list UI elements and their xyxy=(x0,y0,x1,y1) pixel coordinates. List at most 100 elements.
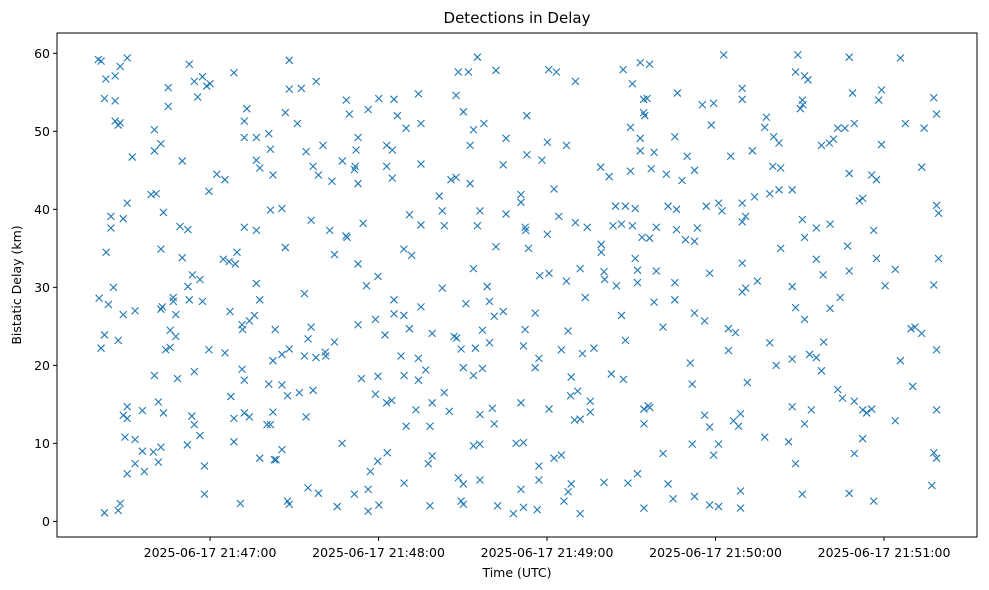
data-point xyxy=(240,376,249,385)
data-point xyxy=(242,104,251,113)
data-point xyxy=(768,162,777,171)
data-point xyxy=(452,334,461,342)
data-point xyxy=(819,338,828,346)
data-point xyxy=(102,248,111,257)
data-point xyxy=(350,165,359,174)
data-point xyxy=(748,146,757,155)
data-point xyxy=(225,257,234,266)
data-point xyxy=(907,324,915,333)
data-point xyxy=(374,372,382,381)
data-point xyxy=(934,209,943,218)
data-point xyxy=(693,224,702,232)
data-point xyxy=(95,294,104,303)
data-point xyxy=(670,132,679,141)
data-point xyxy=(920,124,929,133)
data-point xyxy=(502,210,510,218)
data-point xyxy=(573,387,582,395)
data-point xyxy=(236,499,245,508)
data-point xyxy=(612,281,621,290)
data-point xyxy=(597,240,606,249)
data-point xyxy=(736,409,745,418)
data-point xyxy=(872,254,881,263)
x-tick-label: 2025-06-17 21:48:00 xyxy=(312,545,445,560)
data-point xyxy=(402,124,410,133)
data-point xyxy=(116,499,125,508)
data-point xyxy=(107,224,115,232)
data-point xyxy=(226,307,234,316)
data-point xyxy=(791,459,800,468)
y-tick-label: 0 xyxy=(42,514,50,529)
data-point xyxy=(600,275,609,284)
data-point xyxy=(850,397,859,406)
data-point xyxy=(545,269,553,278)
data-point xyxy=(517,198,525,207)
data-point xyxy=(357,374,366,383)
data-point xyxy=(775,185,783,194)
data-point xyxy=(402,422,410,431)
data-point xyxy=(567,373,576,381)
data-point xyxy=(414,89,423,98)
data-point xyxy=(397,352,405,360)
data-point xyxy=(196,275,204,284)
data-point xyxy=(550,185,558,193)
data-point xyxy=(438,206,447,215)
data-point xyxy=(400,371,408,380)
data-point xyxy=(230,437,238,446)
data-point xyxy=(833,124,842,133)
data-point xyxy=(269,171,277,179)
data-point xyxy=(804,75,812,84)
data-point xyxy=(202,82,211,90)
data-point xyxy=(123,54,132,62)
data-point xyxy=(390,309,398,318)
data-point xyxy=(111,96,120,105)
data-point xyxy=(445,407,454,416)
data-point xyxy=(266,420,275,429)
data-point xyxy=(226,392,235,401)
data-point xyxy=(364,485,373,494)
data-point xyxy=(690,492,699,501)
data-point xyxy=(371,390,380,399)
data-point xyxy=(200,462,209,470)
data-point xyxy=(533,505,542,514)
data-point xyxy=(473,221,482,230)
data-point xyxy=(309,386,318,395)
data-point xyxy=(845,53,854,62)
data-point xyxy=(896,356,905,365)
data-point xyxy=(705,269,714,278)
x-axis-label: Time (UTC) xyxy=(481,565,551,580)
data-point xyxy=(877,140,886,149)
data-point xyxy=(760,433,769,442)
data-point xyxy=(664,202,672,211)
data-point xyxy=(700,317,709,325)
data-point xyxy=(283,391,292,400)
data-point xyxy=(850,449,859,458)
data-point xyxy=(929,448,938,457)
plot-frame xyxy=(56,32,978,538)
data-point xyxy=(412,405,420,414)
data-point xyxy=(269,356,277,365)
data-point xyxy=(221,348,229,357)
data-point xyxy=(502,134,510,143)
data-point xyxy=(791,303,800,312)
data-point xyxy=(836,293,845,302)
data-point xyxy=(198,72,207,81)
data-point xyxy=(131,435,139,444)
data-point xyxy=(535,462,543,470)
data-point xyxy=(626,123,635,132)
data-point xyxy=(672,205,681,214)
data-point xyxy=(478,326,487,335)
data-point xyxy=(626,167,635,175)
data-point xyxy=(414,354,423,363)
data-point xyxy=(784,437,793,446)
data-point xyxy=(459,363,468,372)
data-point xyxy=(264,129,273,138)
data-point xyxy=(571,77,580,86)
data-point xyxy=(600,267,608,276)
data-point xyxy=(564,327,572,335)
data-point xyxy=(586,397,595,406)
data-point xyxy=(652,267,661,275)
data-point xyxy=(100,94,109,103)
data-point xyxy=(312,353,320,362)
data-point xyxy=(263,420,271,429)
